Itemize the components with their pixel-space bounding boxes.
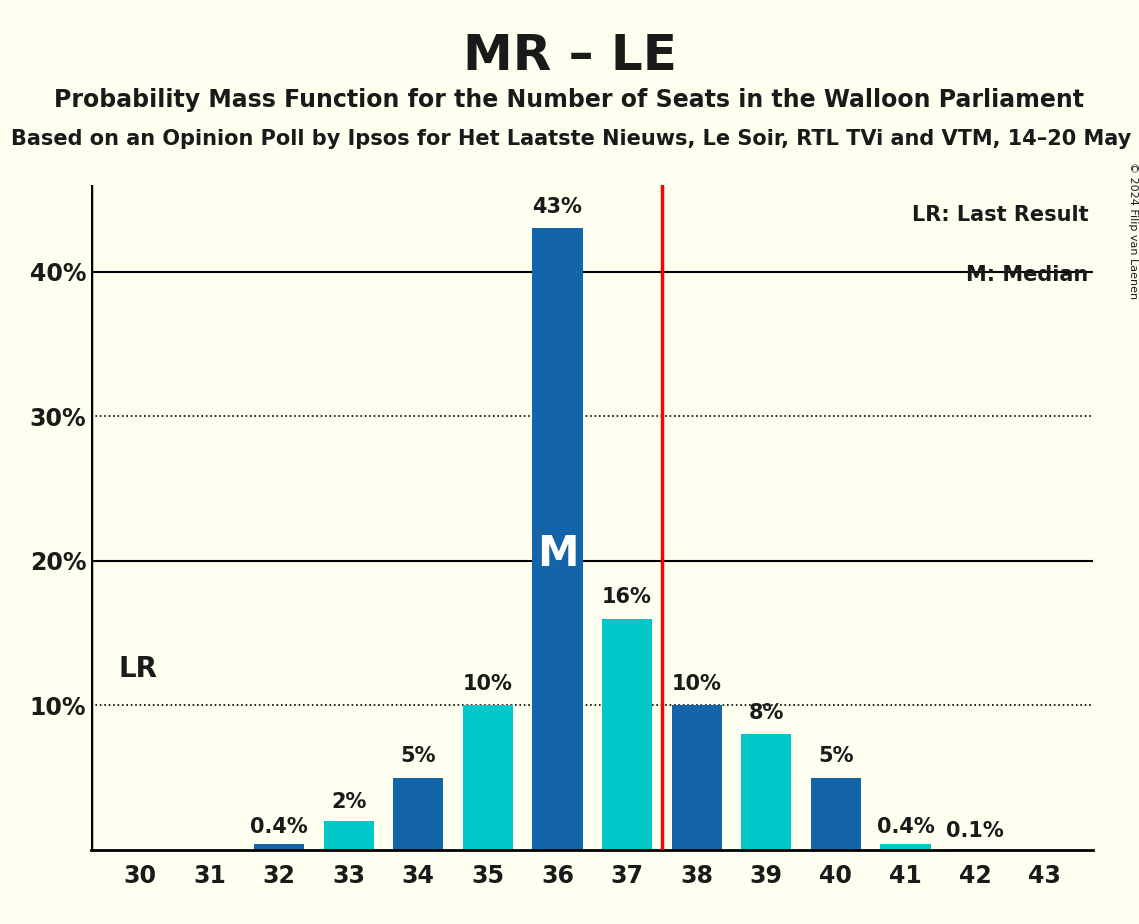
Text: 2%: 2%	[331, 793, 367, 812]
Text: LR: Last Result: LR: Last Result	[912, 205, 1089, 225]
Text: © 2024 Filip van Laenen: © 2024 Filip van Laenen	[1129, 163, 1138, 299]
Text: 0.4%: 0.4%	[251, 817, 308, 837]
Text: 10%: 10%	[462, 674, 513, 694]
Text: M: M	[536, 532, 579, 575]
Text: LR: LR	[118, 655, 158, 683]
Bar	[603, 619, 653, 850]
Bar	[811, 778, 861, 850]
Text: 8%: 8%	[748, 703, 784, 723]
Text: 0.1%: 0.1%	[947, 821, 1003, 842]
Text: MR – LE: MR – LE	[462, 32, 677, 80]
Text: 43%: 43%	[533, 197, 582, 216]
Bar	[672, 705, 722, 850]
Bar	[950, 848, 1000, 850]
Bar	[254, 845, 304, 850]
Text: Based on an Opinion Poll by Ipsos for Het Laatste Nieuws, Le Soir, RTL TVi and V: Based on an Opinion Poll by Ipsos for He…	[11, 129, 1132, 150]
Text: 5%: 5%	[401, 747, 436, 766]
Bar	[462, 705, 513, 850]
Bar	[323, 821, 374, 850]
Bar	[532, 228, 582, 850]
Bar	[393, 778, 443, 850]
Text: 5%: 5%	[818, 747, 853, 766]
Text: 10%: 10%	[672, 674, 722, 694]
Text: 0.4%: 0.4%	[877, 817, 934, 837]
Text: 16%: 16%	[603, 587, 652, 607]
Text: Probability Mass Function for the Number of Seats in the Walloon Parliament: Probability Mass Function for the Number…	[55, 88, 1084, 112]
Bar	[741, 735, 792, 850]
Bar	[880, 845, 931, 850]
Text: M: Median: M: Median	[966, 264, 1089, 285]
